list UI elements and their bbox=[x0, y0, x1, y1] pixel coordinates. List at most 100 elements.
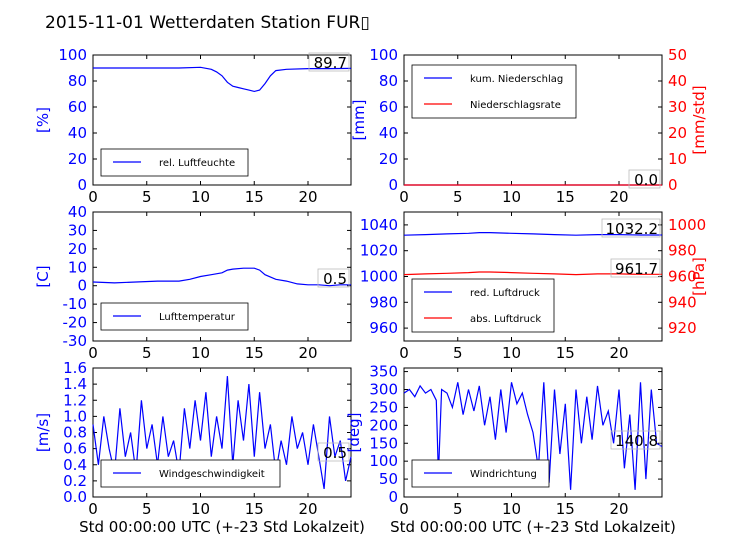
pressure-xtick-label: 20 bbox=[609, 344, 628, 362]
precip-ylabel: [mm] bbox=[350, 100, 368, 141]
winddir-annotation-box bbox=[610, 430, 661, 450]
windspeed-legend-label: Windgeschwindigkeit bbox=[159, 469, 265, 480]
windspeed-xtick-label: 15 bbox=[245, 500, 264, 518]
winddir-xtick-label: 15 bbox=[556, 500, 575, 518]
temperature-ytick-label: 40 bbox=[68, 203, 87, 221]
precip-ytick-label: 80 bbox=[379, 72, 398, 90]
precip-ytick2-label: 30 bbox=[668, 98, 687, 116]
humidity-legend-label: rel. Luftfeuchte bbox=[159, 158, 235, 169]
windspeed-xlabel: Std 00:00:00 UTC (+-23 Std Lokalzeit) bbox=[79, 518, 365, 536]
temperature-annotation-box bbox=[317, 268, 350, 288]
winddir-legend-label: Windrichtung bbox=[470, 469, 537, 480]
precip-xtick-label: 20 bbox=[609, 188, 628, 206]
pressure-ytick-label: 980 bbox=[369, 293, 398, 311]
humidity-annotation-box bbox=[308, 52, 350, 72]
temperature-ytick-label: -30 bbox=[63, 332, 88, 350]
humidity-xtick-label: 10 bbox=[191, 188, 210, 206]
windspeed-ytick-label: 1.2 bbox=[63, 391, 87, 409]
windspeed-xtick-label: 5 bbox=[142, 500, 152, 518]
temperature-ytick-label: 10 bbox=[68, 258, 87, 276]
windspeed-ytick-label: 0.2 bbox=[63, 472, 87, 490]
winddir-ytick-label: 200 bbox=[369, 416, 398, 434]
winddir-series-line bbox=[403, 382, 663, 490]
precip-xtick-label: 5 bbox=[453, 188, 463, 206]
precip-legend-label: Niederschlagsrate bbox=[470, 100, 561, 111]
humidity-ytick-label: 60 bbox=[68, 98, 87, 116]
precip-ytick-label: 100 bbox=[369, 46, 398, 64]
humidity-xtick-label: 0 bbox=[88, 188, 98, 206]
temperature-xtick-label: 5 bbox=[142, 344, 152, 362]
temperature-xtick-label: 0 bbox=[88, 344, 98, 362]
windspeed-xtick-label: 10 bbox=[191, 500, 210, 518]
winddir-ytick-label: 0 bbox=[388, 488, 398, 506]
temperature-ytick-label: 20 bbox=[68, 240, 87, 258]
winddir-ytick-label: 50 bbox=[379, 470, 398, 488]
winddir-ytick-label: 250 bbox=[369, 398, 398, 416]
winddir-xtick-label: 10 bbox=[502, 500, 521, 518]
precip-xtick-label: 0 bbox=[399, 188, 409, 206]
temperature-xtick-label: 20 bbox=[298, 344, 317, 362]
pressure-ytick-label: 1020 bbox=[360, 242, 398, 260]
humidity-ytick-label: 40 bbox=[68, 124, 87, 142]
temperature-xtick-label: 15 bbox=[245, 344, 264, 362]
humidity-ytick-label: 0 bbox=[77, 176, 87, 194]
humidity-ytick-label: 100 bbox=[58, 46, 87, 64]
pressure-annotation: 961.7 bbox=[615, 260, 658, 278]
pressure-ytick2-label: 960 bbox=[668, 268, 697, 286]
winddir-frame bbox=[403, 367, 663, 498]
temperature-frame bbox=[92, 211, 352, 342]
pressure-series-line bbox=[403, 232, 662, 236]
pressure-legend-box bbox=[411, 278, 555, 333]
temperature-series-line bbox=[92, 267, 351, 287]
humidity-series-line bbox=[93, 66, 352, 93]
pressure-legend-label: abs. Luftdruck bbox=[470, 314, 541, 325]
pressure-ytick-label: 960 bbox=[369, 319, 398, 337]
pressure-annotation-box bbox=[601, 218, 661, 238]
winddir-ytick-label: 150 bbox=[369, 434, 398, 452]
temperature-xtick-label: 10 bbox=[191, 344, 210, 362]
windspeed-ytick-label: 0.0 bbox=[63, 488, 87, 506]
winddir-ylabel: [deg] bbox=[345, 413, 363, 453]
precip-ytick-label: 0 bbox=[388, 176, 398, 194]
precip-ytick2-label: 40 bbox=[668, 72, 687, 90]
winddir-xlabel: Std 00:00:00 UTC (+-23 Std Lokalzeit) bbox=[390, 518, 676, 536]
precip-legend-label: kum. Niederschlag bbox=[470, 74, 563, 85]
pressure-xtick-label: 5 bbox=[453, 344, 463, 362]
windspeed-annotation-box bbox=[317, 442, 350, 462]
precip-ylabel2: [mm/std] bbox=[690, 85, 708, 154]
precip-legend-box bbox=[411, 64, 577, 119]
precip-annotation-box bbox=[628, 169, 661, 189]
winddir-annotation: 140.8 bbox=[615, 432, 658, 450]
pressure-series-line bbox=[403, 271, 662, 276]
windspeed-xtick-label: 0 bbox=[88, 500, 98, 518]
windspeed-annotation: 0.5 bbox=[323, 444, 347, 462]
windspeed-ytick-label: 0.4 bbox=[63, 456, 87, 474]
temperature-ytick-label: 30 bbox=[68, 221, 87, 239]
humidity-frame bbox=[92, 54, 352, 186]
winddir-xtick-label: 5 bbox=[453, 500, 463, 518]
humidity-ylabel: [%] bbox=[34, 107, 52, 133]
humidity-ytick-label: 80 bbox=[68, 72, 87, 90]
pressure-legend-label: red. Luftdruck bbox=[470, 288, 540, 299]
windspeed-ytick-label: 0.6 bbox=[63, 440, 87, 458]
precip-ytick2-label: 20 bbox=[668, 124, 687, 142]
pressure-xtick-label: 10 bbox=[502, 344, 521, 362]
windspeed-ytick-label: 1.4 bbox=[63, 375, 87, 393]
precip-ytick2-label: 0 bbox=[668, 176, 678, 194]
winddir-ytick-label: 300 bbox=[369, 381, 398, 399]
pressure-annotation-box bbox=[610, 258, 661, 278]
winddir-xtick-label: 20 bbox=[609, 500, 628, 518]
temperature-legend-label: Lufttemperatur bbox=[159, 312, 236, 323]
winddir-ytick-label: 350 bbox=[369, 363, 398, 381]
pressure-ytick2-label: 980 bbox=[668, 242, 697, 260]
humidity-xtick-label: 5 bbox=[142, 188, 152, 206]
precip-ytick2-label: 50 bbox=[668, 46, 687, 64]
precip-ytick-label: 60 bbox=[379, 98, 398, 116]
temperature-annotation: 0.5 bbox=[323, 270, 347, 288]
humidity-ytick-label: 20 bbox=[68, 150, 87, 168]
humidity-annotation: 89.7 bbox=[314, 54, 347, 72]
temperature-ytick-label: -10 bbox=[63, 295, 88, 313]
pressure-ytick2-label: 940 bbox=[668, 293, 697, 311]
temperature-ytick-label: 0 bbox=[77, 277, 87, 295]
